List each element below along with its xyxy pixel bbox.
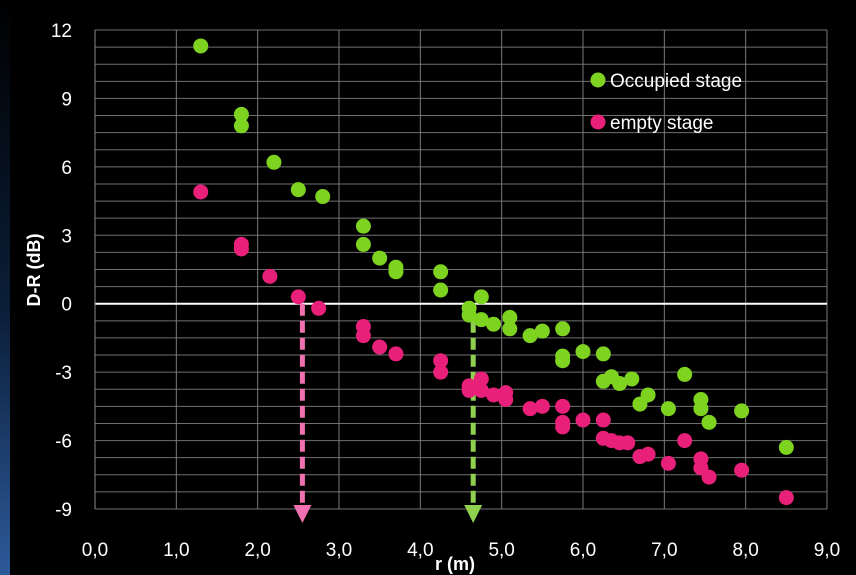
occupied-point: [575, 344, 591, 360]
background-glow: [0, 0, 10, 575]
empty-point: [555, 419, 571, 435]
empty-point: [433, 364, 449, 380]
empty-point: [262, 268, 278, 284]
empty-point: [473, 371, 489, 387]
empty-point: [290, 289, 306, 305]
x-tick-label: 6,0: [570, 540, 596, 561]
y-tick-label: 9: [61, 89, 72, 110]
occupied-point: [555, 321, 571, 337]
empty-point: [486, 387, 502, 403]
axes: [94, 30, 827, 509]
empty-point: [620, 435, 636, 451]
x-axis-title: r (m): [435, 554, 475, 574]
empty-point: [233, 241, 249, 257]
empty-point: [778, 490, 794, 506]
occupied-point: [778, 439, 794, 455]
x-tick-label: 7,0: [651, 540, 677, 561]
empty-point: [640, 446, 656, 462]
empty-point: [575, 412, 591, 428]
occupied-point: [193, 38, 209, 54]
empty-point: [595, 412, 611, 428]
occupied-point: [372, 250, 388, 266]
empty-point: [498, 392, 514, 408]
occupied-point: [624, 371, 640, 387]
occupied-point: [388, 264, 404, 280]
legend-marker: [590, 114, 606, 130]
empty-point: [677, 433, 693, 449]
occupied-point: [355, 218, 371, 234]
occupied-point: [660, 401, 676, 417]
x-tick-labels: 0,0 1,0 2,0 3,0 4,0 5,0 6,0 7,0 8,0 9,0: [82, 540, 840, 561]
empty-point: [372, 339, 388, 355]
empty-point: [660, 455, 676, 471]
empty-point: [522, 401, 538, 417]
empty-point: [193, 184, 209, 200]
y-tick-label: -6: [55, 432, 72, 453]
empty-point: [534, 398, 550, 414]
occupied-point: [461, 307, 477, 323]
y-tick-label: -3: [55, 363, 72, 384]
empty-point: [555, 398, 571, 414]
legend-marker: [590, 72, 606, 88]
occupied-point: [233, 118, 249, 134]
occupied-point: [473, 289, 489, 305]
x-tick-label: 3,0: [326, 540, 352, 561]
occupied-point: [315, 189, 331, 205]
empty-point: [311, 300, 327, 316]
x-tick-label: 8,0: [732, 540, 758, 561]
occupied-point: [473, 312, 489, 328]
occupied-point: [612, 376, 628, 392]
empty-point: [433, 353, 449, 369]
grid: [94, 29, 828, 510]
x-tick-label: 4,0: [407, 540, 433, 561]
occupied-point: [640, 387, 656, 403]
legend-label: empty stage: [610, 113, 714, 134]
empty-point: [355, 328, 371, 344]
x-tick-label: 1,0: [163, 540, 189, 561]
annotations: [293, 303, 483, 523]
y-tick-label: 3: [61, 226, 72, 247]
occupied-point: [502, 321, 518, 337]
occupied-point: [693, 401, 709, 417]
occupied-point: [266, 154, 282, 170]
empty-point: [461, 382, 477, 398]
occupied-point: [677, 366, 693, 382]
occupied-point: [433, 264, 449, 280]
empty-point: [734, 462, 750, 478]
data-points: [193, 38, 794, 506]
y-axis-title: D-R (dB): [24, 234, 44, 307]
empty-point: [701, 469, 717, 485]
occupied-point: [595, 346, 611, 362]
x-tick-label: 9,0: [814, 540, 840, 561]
y-tick-label: 12: [51, 21, 72, 42]
occupied-point: [290, 182, 306, 198]
occupied-point: [502, 309, 518, 325]
empty-point: [388, 346, 404, 362]
arrow-head: [293, 505, 312, 523]
y-tick-label: 0: [61, 295, 72, 316]
occupied-point: [555, 353, 571, 369]
arrow-head: [464, 505, 483, 523]
occupied-point: [433, 282, 449, 298]
y-tick-label: -9: [55, 500, 72, 521]
x-tick-label: 5,0: [488, 540, 514, 561]
occupied-point: [701, 414, 717, 430]
x-tick-label: 2,0: [244, 540, 270, 561]
legend-label: Occupied stage: [610, 71, 742, 92]
x-tick-label: 0,0: [82, 540, 108, 561]
empty-point: [473, 382, 489, 398]
occupied-point: [522, 328, 538, 344]
occupied-point: [355, 236, 371, 252]
occupied-point: [233, 106, 249, 122]
occupied-point: [534, 323, 550, 339]
y-tick-labels: 12 9 6 3 0 -3 -6 -9: [51, 21, 72, 521]
occupied-point: [734, 403, 750, 419]
y-tick-label: 6: [61, 158, 72, 179]
legend: Occupied stage empty stage: [590, 71, 742, 134]
occupied-point: [486, 316, 502, 332]
